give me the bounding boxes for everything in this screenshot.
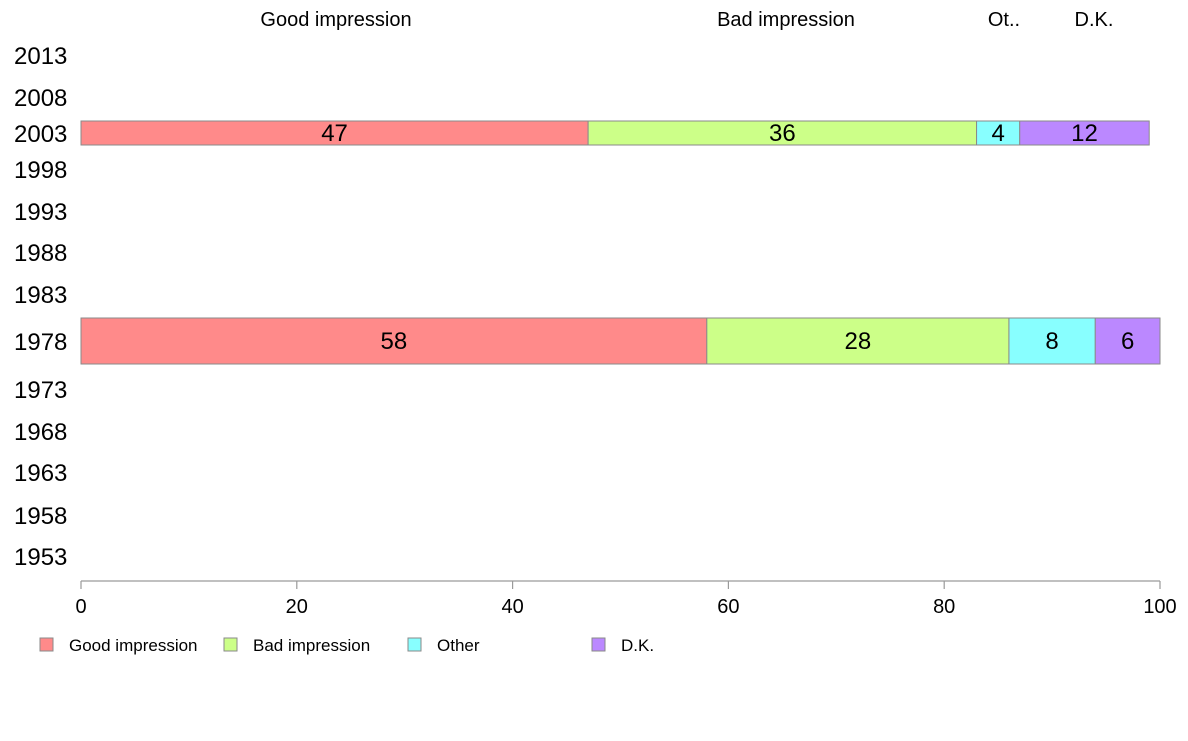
x-tick-label: 0 xyxy=(75,596,86,618)
top-label: Good impression xyxy=(260,9,411,31)
x-tick-label: 100 xyxy=(1143,596,1176,618)
top-label: Ot.. xyxy=(988,9,1020,31)
y-tick-label: 1993 xyxy=(14,199,67,226)
bar-value-label: 36 xyxy=(769,120,796,147)
y-tick-label: 1998 xyxy=(14,157,67,184)
x-tick-label: 40 xyxy=(501,596,523,618)
bar-segment xyxy=(587,120,978,146)
legend: Good impression Bad impression Other D.K. xyxy=(39,636,654,655)
x-tick-label: 60 xyxy=(717,596,739,618)
top-label: D.K. xyxy=(1075,9,1114,31)
y-tick-label: 2003 xyxy=(14,121,67,148)
bar-segment xyxy=(1008,317,1096,365)
y-tick-label: 1958 xyxy=(14,503,67,530)
legend-label: Bad impression xyxy=(253,636,370,655)
bar-value-label: 4 xyxy=(991,120,1004,147)
x-axis: 0 20 40 60 80 100 xyxy=(75,580,1177,618)
x-tick-label: 80 xyxy=(933,596,955,618)
bar-segment xyxy=(706,317,1010,365)
y-tick-label: 2008 xyxy=(14,85,67,112)
top-label: Bad impression xyxy=(717,9,855,31)
bar-segment xyxy=(976,120,1021,146)
y-tick-label: 1983 xyxy=(14,282,67,309)
legend-label: Good impression xyxy=(69,636,198,655)
top-labels: Good impression Bad impression Ot.. D.K. xyxy=(260,9,1113,31)
y-tick-label: 1953 xyxy=(14,544,67,571)
y-tick-label: 1978 xyxy=(14,329,67,356)
x-tick-label: 20 xyxy=(286,596,308,618)
bar-segment xyxy=(80,120,589,146)
legend-swatch xyxy=(407,637,422,652)
bar-value-label: 6 xyxy=(1121,328,1134,355)
legend-swatch xyxy=(591,637,606,652)
bar-value-label: 12 xyxy=(1071,120,1098,147)
bar-segment xyxy=(80,317,708,365)
y-tick-label: 1988 xyxy=(14,240,67,267)
legend-swatch xyxy=(39,637,54,652)
bar-value-label: 58 xyxy=(381,328,408,355)
bar-segment xyxy=(1019,120,1150,146)
legend-label: Other xyxy=(437,636,480,655)
legend-swatch xyxy=(223,637,238,652)
y-tick-label: 2013 xyxy=(14,43,67,70)
bar-value-label: 8 xyxy=(1045,328,1058,355)
legend-label: D.K. xyxy=(621,636,654,655)
y-axis-labels: 2013 2008 2003 1998 1993 1988 1983 1978 1973 1968… xyxy=(14,43,67,571)
bar-value-label: 28 xyxy=(845,328,872,355)
y-tick-label: 1963 xyxy=(14,460,67,487)
bar-segment xyxy=(1094,317,1161,365)
y-tick-label: 1968 xyxy=(14,419,67,446)
y-tick-label: 1973 xyxy=(14,377,67,404)
bars: 47 36 4 12 58 28 8 6 xyxy=(80,120,1161,365)
bar-value-label: 47 xyxy=(321,120,348,147)
